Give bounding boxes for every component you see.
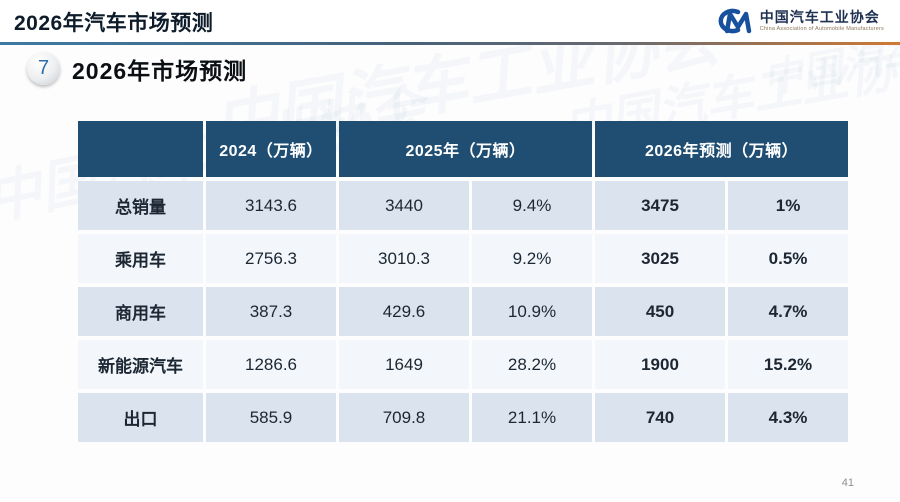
table-row: 商用车 387.3 429.6 10.9% 450 4.7% (78, 287, 849, 336)
table-row: 总销量 3143.6 3440 9.4% 3475 1% (78, 181, 849, 230)
value-2026: 740 (595, 393, 726, 442)
row-label: 乘用车 (78, 234, 203, 283)
value-2024: 585.9 (206, 393, 336, 442)
caam-logo-icon (718, 8, 751, 34)
growth-2025: 28.2% (472, 340, 593, 389)
value-2024: 2756.3 (206, 234, 336, 283)
row-label: 新能源汽车 (78, 340, 203, 389)
header-2026-forecast: 2026年预测（万辆） (595, 121, 849, 177)
value-2025: 429.6 (339, 287, 469, 336)
table-row: 出口 585.9 709.8 21.1% 740 4.3% (78, 393, 849, 442)
growth-2025: 9.2% (472, 234, 593, 283)
value-2026: 3475 (595, 181, 726, 230)
growth-2026: 1% (728, 181, 849, 230)
growth-2026: 15.2% (728, 340, 849, 389)
page-number: 41 (841, 477, 854, 489)
section-title: 2026年市场预测 (72, 58, 248, 84)
growth-2025: 21.1% (472, 393, 593, 442)
header-2025: 2025年（万辆） (339, 121, 593, 177)
value-2026: 1900 (595, 340, 726, 389)
growth-2026: 4.3% (728, 393, 849, 442)
value-2025: 1649 (339, 340, 469, 389)
top-bar: 2026年汽车市场预测 中国汽车工业协会 China Association o… (0, 0, 900, 42)
value-2025: 3440 (339, 181, 469, 230)
value-2025: 3010.3 (339, 234, 469, 283)
value-2024: 1286.6 (206, 340, 336, 389)
header-blank (78, 121, 203, 177)
title-divider-line (0, 42, 900, 45)
header-2024: 2024（万辆） (206, 121, 336, 177)
slide-top-title: 2026年汽车市场预测 (14, 12, 214, 35)
row-label: 出口 (78, 393, 203, 442)
growth-2026: 4.7% (728, 287, 849, 336)
value-2025: 709.8 (339, 393, 469, 442)
row-label: 商用车 (78, 287, 203, 336)
table-row: 乘用车 2756.3 3010.3 9.2% 3025 0.5% (78, 234, 849, 283)
caam-name-cn: 中国汽车工业协会 (759, 9, 880, 25)
growth-2026: 0.5% (728, 234, 849, 283)
growth-2025: 9.4% (472, 181, 593, 230)
caam-logo-text: 中国汽车工业协会 China Association of Automobile… (760, 9, 884, 33)
market-forecast-table: 2024（万辆） 2025年（万辆） 2026年预测（万辆） 总销量 3143.… (75, 117, 851, 446)
section-number-badge: 7 (27, 52, 60, 85)
value-2026: 3025 (595, 234, 726, 283)
caam-name-en: China Association of Automobile Manufact… (759, 26, 884, 32)
value-2024: 387.3 (206, 287, 336, 336)
value-2026: 450 (595, 287, 726, 336)
table-header-row: 2024（万辆） 2025年（万辆） 2026年预测（万辆） (78, 121, 849, 177)
caam-logo: 中国汽车工业协会 China Association of Automobile… (708, 5, 884, 37)
row-label: 总销量 (78, 181, 203, 230)
value-2024: 3143.6 (206, 181, 336, 230)
growth-2025: 10.9% (472, 287, 593, 336)
table-row: 新能源汽车 1286.6 1649 28.2% 1900 15.2% (78, 340, 849, 389)
